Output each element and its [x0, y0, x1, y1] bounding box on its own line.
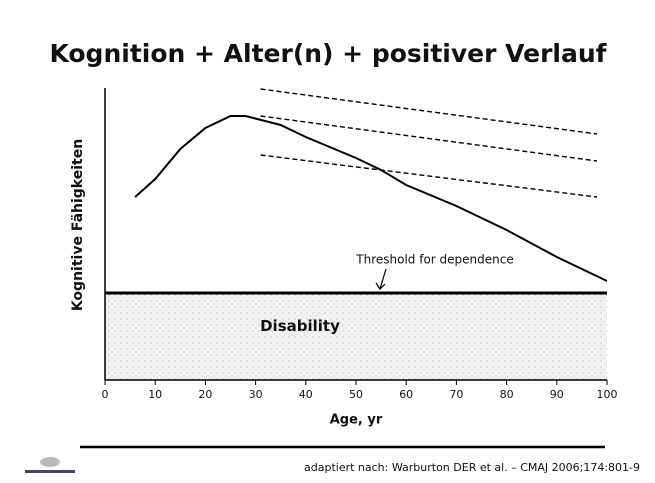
x-tick-label: 70 [449, 388, 463, 401]
threshold-arrow [375, 268, 387, 290]
x-axis-label: Age, yr [330, 413, 383, 428]
x-tick-label: 80 [500, 388, 514, 401]
x-tick-label: 30 [249, 388, 263, 401]
series-line [260, 154, 598, 198]
y-axis-label: Kognitive Fähigkeiten [70, 139, 86, 311]
x-tick-label: 90 [550, 388, 564, 401]
x-tick-label: 60 [399, 388, 413, 401]
series-line [260, 115, 598, 162]
series-line [260, 88, 598, 135]
region-label: Disability [260, 317, 340, 335]
threshold-label: Threshold for dependence [355, 253, 513, 267]
source: adaptiert nach: Warburton DER et al. – C… [304, 461, 640, 474]
x-tick-label: 100 [597, 388, 618, 401]
x-tick-label: 10 [148, 388, 162, 401]
x-tick-label: 50 [349, 388, 363, 401]
x-tick-label: 0 [102, 388, 109, 401]
title: Kognition + Alter(n) + positiver Verlauf [49, 39, 607, 68]
disability-region [105, 293, 607, 380]
x-tick-label: 40 [299, 388, 313, 401]
series-line [134, 115, 608, 282]
plot: Threshold for dependence Disability 0 10 20 3… [102, 88, 618, 401]
logo [25, 457, 75, 473]
x-tick-label: 20 [198, 388, 212, 401]
